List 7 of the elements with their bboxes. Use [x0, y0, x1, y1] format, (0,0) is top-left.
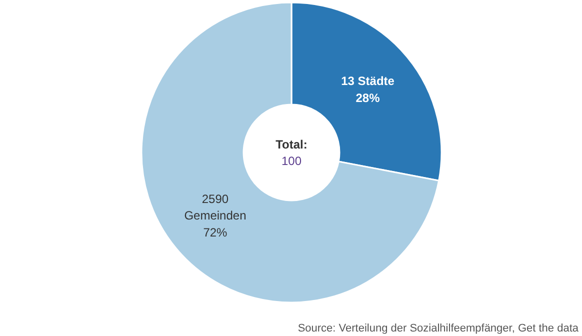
- data-label: 28%: [356, 90, 380, 105]
- source-note: Source: Verteilung der Sozialhilfeempfänger, Get the data: [298, 322, 580, 334]
- slice-label: 2590 Gemeinden: [184, 192, 246, 223]
- slice-label: 13 Städte: [341, 74, 395, 88]
- text: Total:: [276, 138, 308, 152]
- text: 100: [281, 154, 302, 168]
- data-label: 72%: [203, 225, 228, 240]
